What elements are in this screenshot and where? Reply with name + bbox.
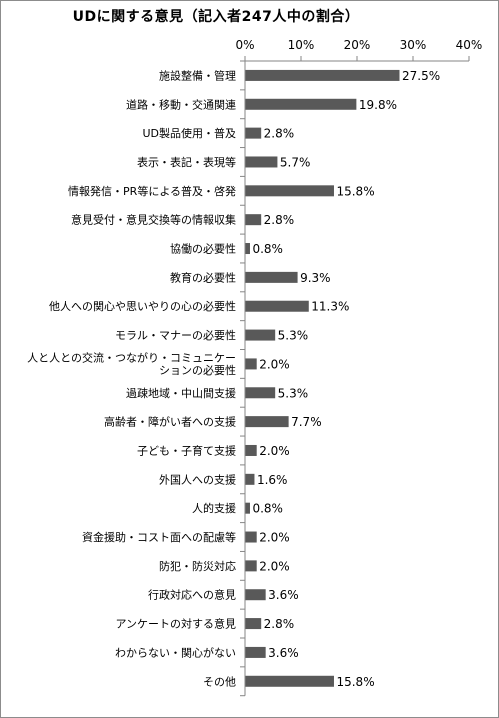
data-label: 15.8% [336, 184, 374, 198]
data-label: 3.6% [268, 588, 299, 602]
bar [245, 675, 334, 687]
bar [245, 589, 266, 601]
bar [245, 618, 262, 630]
category-label: 子ども・子育て支援 [137, 443, 236, 457]
data-label: 9.3% [300, 271, 331, 285]
data-label: 2.8% [264, 127, 295, 141]
data-label: 2.0% [259, 357, 290, 371]
data-label: 2.0% [259, 559, 290, 573]
category-label: 防犯・防災対応 [159, 559, 236, 573]
bar [245, 329, 276, 341]
bar [245, 127, 262, 139]
data-label: 2.8% [264, 213, 295, 227]
category-label: 表示・表記・表現等 [137, 155, 236, 169]
category-label: 高齢者・障がい者への支援 [104, 415, 236, 429]
category-label: 資金援助・コスト面への配慮等 [82, 530, 236, 544]
bar [245, 502, 250, 514]
data-label: 3.6% [268, 646, 299, 660]
data-label: 19.8% [359, 98, 397, 112]
category-label: 協働の必要性 [170, 242, 236, 256]
data-label: 0.8% [252, 502, 282, 516]
bar [245, 473, 255, 485]
bar [245, 416, 289, 428]
bar [245, 646, 266, 658]
category-label: モラル・マナーの必要性 [115, 328, 236, 342]
data-label: 15.8% [336, 675, 374, 689]
data-label: 5.3% [278, 329, 309, 343]
category-label: ションの必要性 [159, 363, 236, 377]
category-label: 意見受付・意見交換等の情報収集 [71, 213, 236, 227]
data-label: 1.6% [257, 473, 288, 487]
data-label: 2.0% [259, 444, 290, 458]
bar [245, 243, 250, 255]
data-label: 2.0% [259, 531, 290, 545]
bar [245, 185, 334, 197]
category-label: アンケートの対する意見 [115, 617, 236, 631]
category-label: 施設整備・管理 [159, 68, 236, 82]
category-label: その他 [203, 675, 236, 688]
x-tick-label: 40% [456, 38, 483, 52]
bar [245, 387, 276, 399]
bar [245, 271, 298, 283]
chart-title: UDに関する意見（記入者247人中の割合） [72, 9, 360, 25]
data-label: 11.3% [311, 300, 349, 314]
category-label: 過疎地域・中山間支援 [126, 386, 236, 400]
category-label: 教育の必要性 [170, 270, 236, 284]
category-label: UD製品使用・普及 [142, 126, 236, 140]
category-label: 人的支援 [192, 501, 236, 515]
category-label: 外国人への支援 [159, 472, 236, 486]
x-tick-label: 20% [344, 38, 371, 52]
category-label: 道路・移動・交通関連 [126, 97, 236, 111]
category-label: わからない・関心がない [115, 645, 236, 659]
category-label: 人と人との交流・つながり・コミュニケー [27, 351, 236, 365]
bar [245, 156, 278, 168]
data-label: 27.5% [402, 69, 440, 83]
bar [245, 444, 257, 456]
data-label: 2.8% [264, 617, 295, 631]
bar [245, 300, 309, 312]
x-tick-label: 30% [400, 38, 427, 52]
data-label: 7.7% [291, 415, 322, 429]
category-label: 他人への関心や思いやりの心の必要性 [49, 299, 236, 313]
bar [245, 358, 257, 370]
data-label: 5.3% [278, 386, 309, 400]
bar [245, 214, 262, 226]
bar [245, 98, 357, 110]
category-label: 行政対応への意見 [148, 588, 236, 602]
category-label: 情報発信・PR等による普及・啓発 [68, 184, 236, 198]
bar [245, 560, 257, 572]
bar [245, 531, 257, 543]
x-tick-label: 0% [235, 38, 254, 52]
data-label: 5.7% [280, 155, 311, 169]
bar [245, 69, 400, 81]
x-tick-label: 10% [288, 38, 315, 52]
data-label: 0.8% [252, 242, 282, 256]
